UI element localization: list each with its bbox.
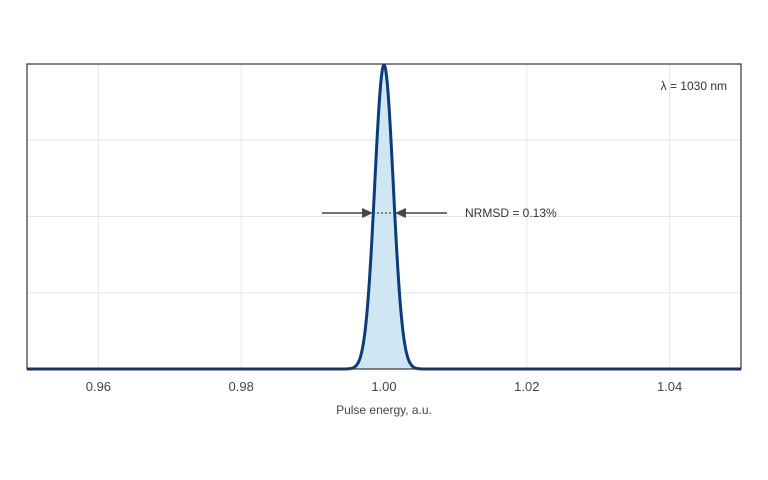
right-arrow-head xyxy=(394,208,406,218)
x-tick-label: 0.96 xyxy=(86,379,111,394)
nrmsd-marker xyxy=(322,208,447,218)
nrmsd-annotation: NRMSD = 0.13% xyxy=(465,206,557,220)
distribution-fill xyxy=(27,65,741,369)
x-tick-label: 1.04 xyxy=(657,379,682,394)
x-ticks: 0.96 0.98 1.00 1.02 1.04 xyxy=(86,379,683,394)
x-tick-label: 1.02 xyxy=(514,379,539,394)
plot-frame xyxy=(26,63,742,370)
x-tick-label: 0.98 xyxy=(229,379,254,394)
x-tick-label: 1.00 xyxy=(371,379,396,394)
wavelength-annotation: λ = 1030 nm xyxy=(661,79,727,93)
x-axis-label: Pulse energy, a.u. xyxy=(336,403,432,417)
left-arrow-head xyxy=(362,208,374,218)
